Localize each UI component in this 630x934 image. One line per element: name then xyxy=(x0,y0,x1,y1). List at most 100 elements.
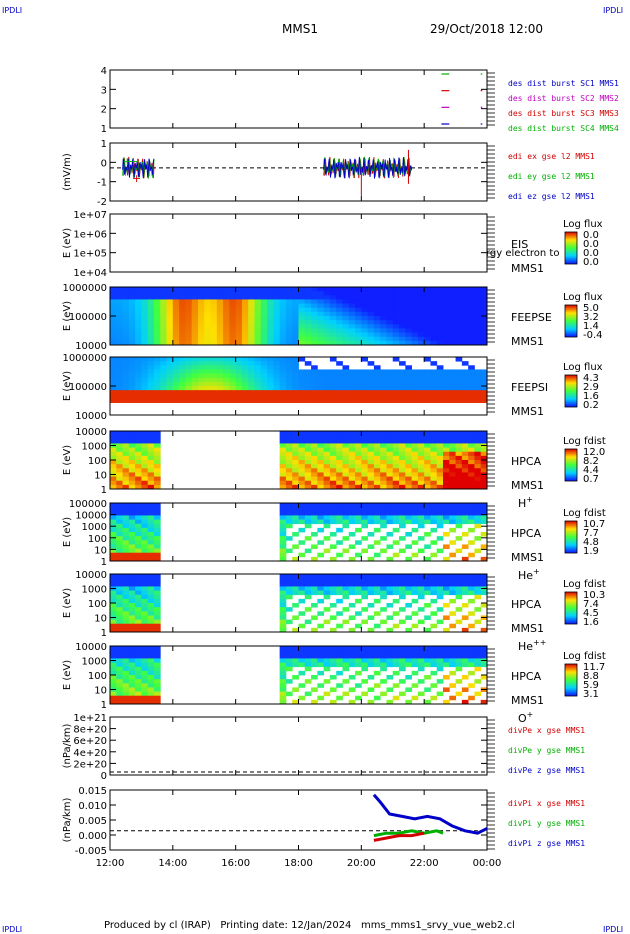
overlay-text: rgy electron to xyxy=(486,248,559,259)
heatmap-cell xyxy=(468,328,475,333)
heatmap-cell xyxy=(285,619,293,625)
heatmap-cell xyxy=(304,662,312,668)
heatmap-cell xyxy=(160,311,167,317)
heatmap-cell xyxy=(116,658,123,663)
heatmap-cell xyxy=(128,357,136,362)
heatmap-cell xyxy=(191,340,199,346)
heatmap-cell xyxy=(135,615,142,620)
heatmap-cell xyxy=(110,695,117,701)
heatmap-cell xyxy=(342,316,350,321)
spacecraft-title: MMS1 xyxy=(282,22,318,36)
heatmap-cell xyxy=(424,439,431,444)
heatmap-cell xyxy=(468,480,475,486)
heatmap-cell xyxy=(135,611,142,616)
heatmap-cell xyxy=(147,683,155,688)
heatmap-cell xyxy=(317,623,325,629)
heatmap-cell xyxy=(474,464,482,469)
heatmap-cell xyxy=(361,654,369,659)
heatmap-cell xyxy=(135,324,142,329)
heatmap-cell xyxy=(298,658,306,663)
heatmap-cell xyxy=(292,511,299,516)
heatmap-cell xyxy=(122,324,130,329)
heatmap-cell xyxy=(355,390,362,395)
heatmap-cell xyxy=(304,291,312,296)
heatmap-cell xyxy=(449,540,456,545)
heatmap-cell xyxy=(172,316,180,321)
heatmap-cell xyxy=(122,519,130,525)
heatmap-cell xyxy=(392,357,400,362)
y-tick-label: 10 xyxy=(94,614,107,625)
heatmap-cell xyxy=(235,394,243,399)
heatmap-cell xyxy=(147,611,155,616)
heatmap-cell xyxy=(411,586,419,591)
heatmap-cell xyxy=(292,532,299,537)
heatmap-cell xyxy=(329,295,337,300)
heatmap-cell xyxy=(323,548,331,554)
heatmap-cell xyxy=(405,484,412,490)
heatmap-cell xyxy=(411,683,419,688)
heatmap-cell xyxy=(405,511,412,516)
heatmap-cell xyxy=(248,303,255,309)
heatmap-cell xyxy=(399,381,406,387)
heatmap-cell xyxy=(468,431,475,436)
heatmap-cell xyxy=(311,377,318,383)
y-tick-label: 0 xyxy=(101,158,107,169)
heatmap-cell xyxy=(405,662,412,668)
heatmap-cell xyxy=(110,515,117,520)
heatmap-cell xyxy=(141,598,149,604)
heatmap-cell xyxy=(461,381,469,387)
heatmap-cell xyxy=(443,460,450,465)
heatmap-cell xyxy=(380,658,387,663)
heatmap-cell xyxy=(128,295,136,300)
heatmap-cell xyxy=(443,311,450,317)
heatmap-cell xyxy=(461,484,469,490)
heatmap-cell xyxy=(355,394,362,399)
heatmap-cell xyxy=(411,658,419,663)
heatmap-cell xyxy=(298,373,306,379)
heatmap-cell xyxy=(367,439,375,444)
spacecraft-label: MMS1 xyxy=(511,694,544,707)
heatmap-cell xyxy=(279,627,287,633)
heatmap-cell xyxy=(342,435,350,440)
heatmap-cell xyxy=(417,439,425,444)
y-axis-label: E (eV) xyxy=(62,371,73,401)
heatmap-cell xyxy=(147,464,155,469)
heatmap-cell xyxy=(405,291,412,296)
heatmap-cell xyxy=(116,699,123,705)
heatmap-cell xyxy=(436,468,444,473)
heatmap-cell xyxy=(279,619,287,625)
heatmap-cell xyxy=(329,320,337,325)
heatmap-cell xyxy=(461,480,469,486)
heatmap-cell xyxy=(110,340,117,346)
heatmap-cell xyxy=(122,662,130,668)
heatmap-cell xyxy=(373,460,381,465)
heatmap-cell xyxy=(141,377,149,383)
heatmap-cell xyxy=(430,361,438,366)
heatmap-cell xyxy=(279,361,287,366)
heatmap-cell xyxy=(361,431,369,436)
heatmap-cell xyxy=(185,320,193,325)
heatmap-cell xyxy=(304,398,312,403)
heatmap-cell xyxy=(116,650,123,655)
heatmap-cell xyxy=(141,398,149,403)
heatmap-cell xyxy=(304,484,312,490)
heatmap-cell xyxy=(260,307,268,313)
heatmap-cell xyxy=(267,332,274,338)
heatmap-cell xyxy=(216,332,224,338)
heatmap-cell xyxy=(468,295,475,300)
y-axis-label: E (eV) xyxy=(62,588,73,618)
heatmap-cell xyxy=(141,611,149,616)
heatmap-cell xyxy=(461,615,469,620)
heatmap-cell xyxy=(153,472,161,477)
heatmap-cell xyxy=(468,464,475,469)
heatmap-cell xyxy=(424,447,431,453)
heatmap-cell xyxy=(317,650,325,655)
heatmap-cell xyxy=(468,398,475,403)
heatmap-cell xyxy=(147,586,155,591)
heatmap-cell xyxy=(248,295,255,300)
heatmap-cell xyxy=(122,291,130,296)
heatmap-cell xyxy=(461,451,469,457)
heatmap-cell xyxy=(311,650,318,655)
heatmap-cell xyxy=(147,670,155,676)
